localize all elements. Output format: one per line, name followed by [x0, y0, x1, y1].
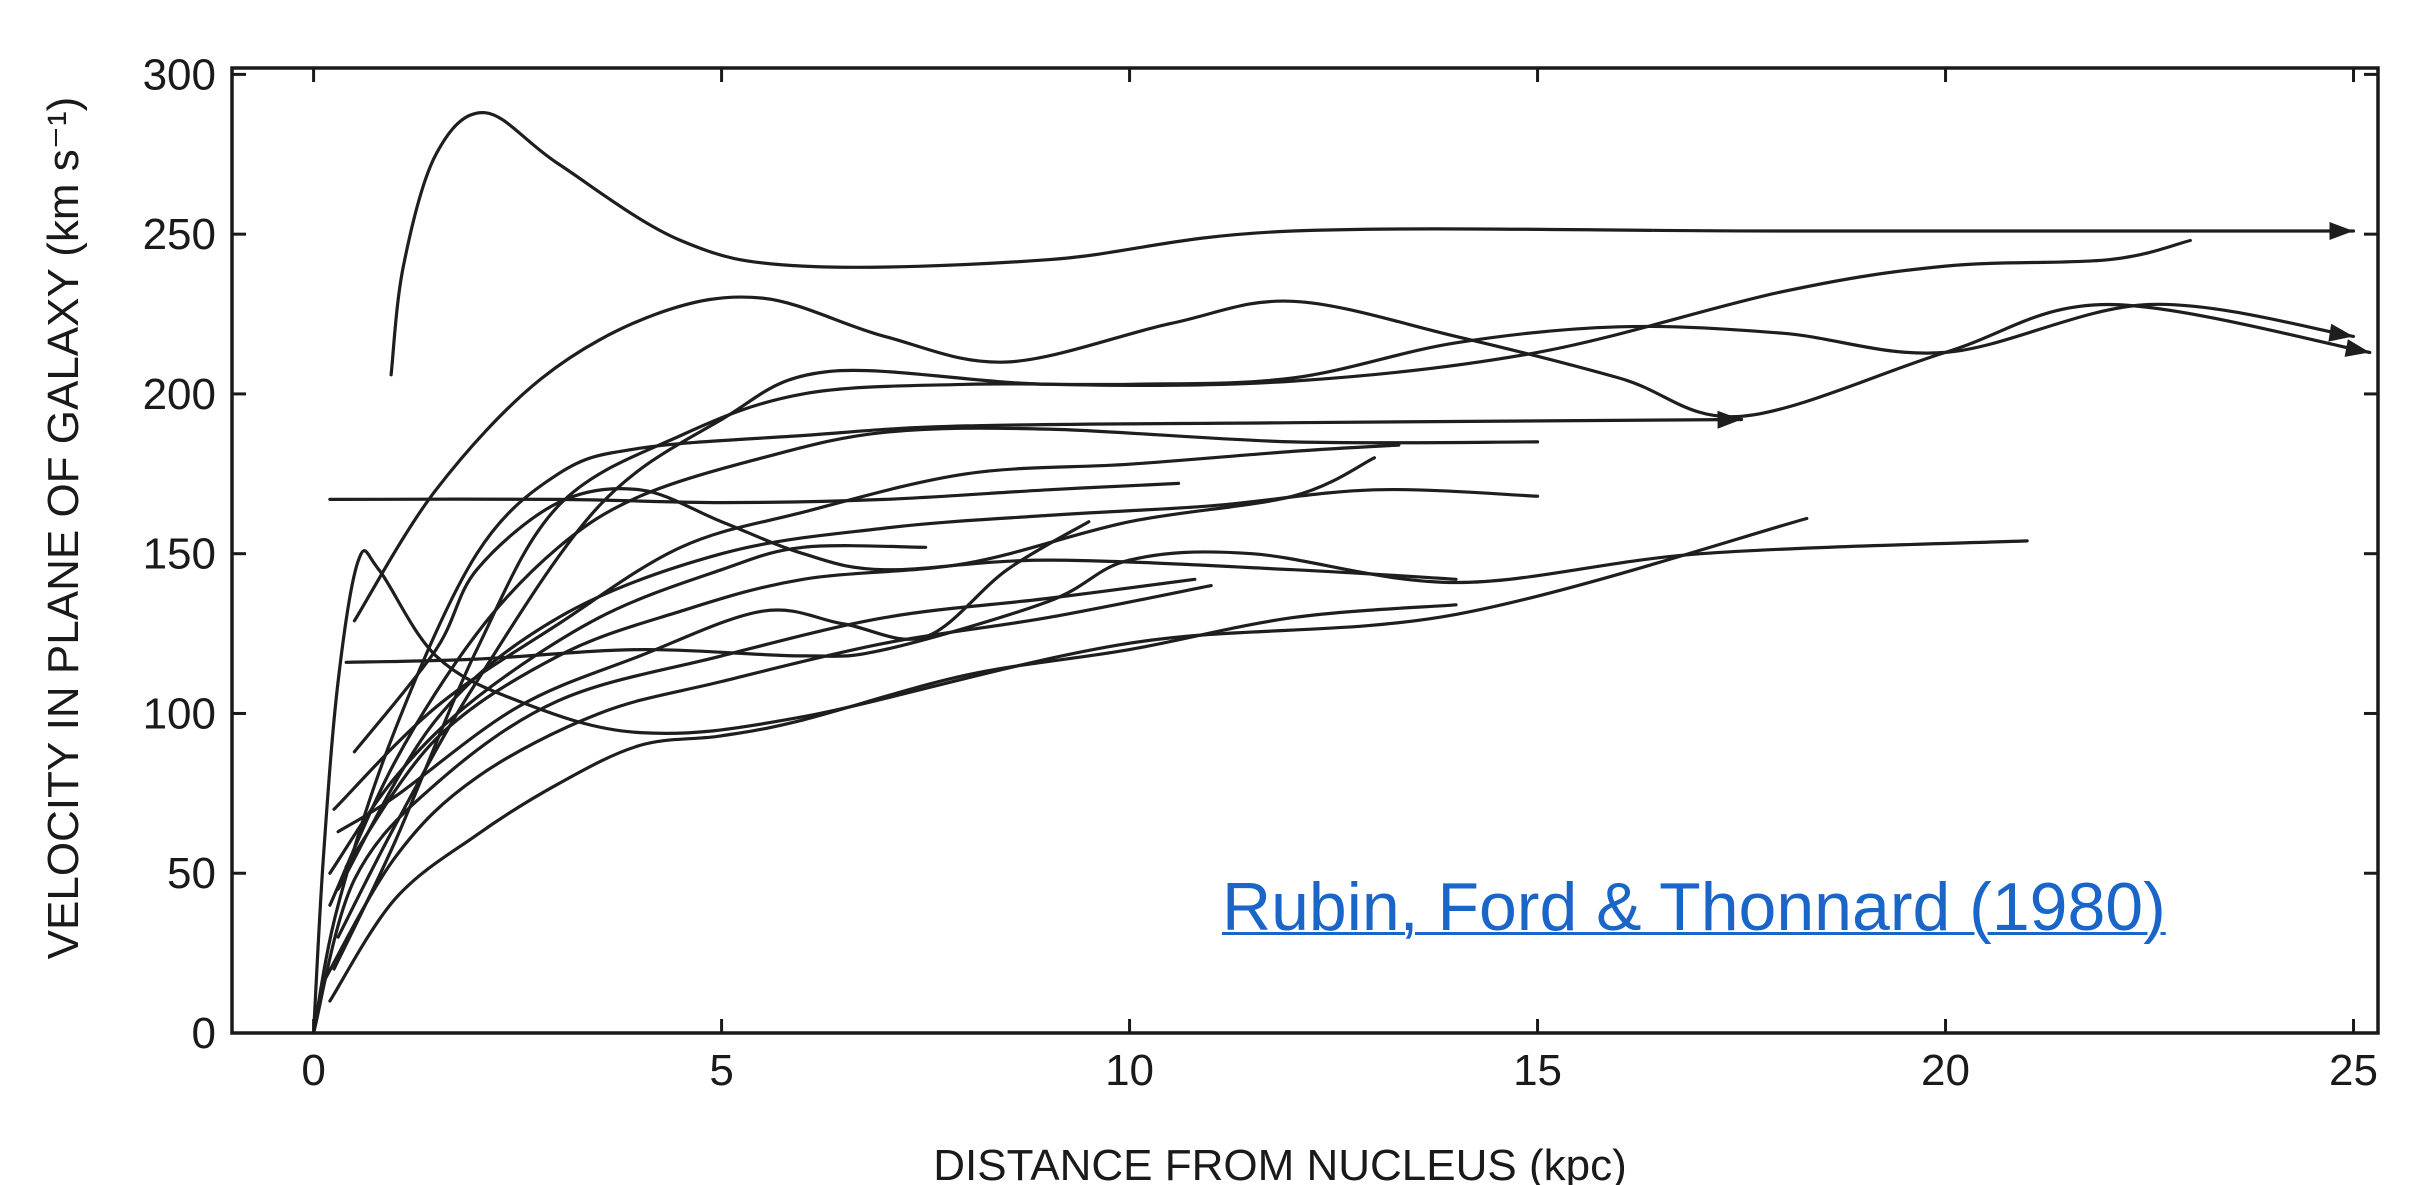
rotation-curve-11: [336, 487, 1540, 891]
x-tick-label: 25: [2329, 1046, 2378, 1095]
rotation-curve-4: [344, 539, 2029, 664]
curve-arrowhead: [2344, 339, 2370, 357]
citation-link[interactable]: Rubin, Ford & Thonnard (1980): [1222, 869, 2166, 945]
x-tick-label: 10: [1105, 1046, 1154, 1095]
rotation-curve-14: [328, 603, 1458, 1003]
y-tick-label: 200: [143, 370, 216, 419]
y-tick-label: 100: [143, 689, 216, 738]
rotation-curve-18: [312, 577, 1197, 1035]
x-tick-label: 20: [1921, 1046, 1970, 1095]
plot-border: [230, 66, 2380, 1035]
y-tick-label: 150: [143, 530, 216, 579]
y-tick-label: 300: [143, 50, 216, 99]
x-tick-label: 5: [709, 1046, 733, 1095]
rotation-curve-9: [312, 417, 1744, 1035]
rotation-curve-8: [328, 426, 1540, 907]
rotation-curve-16: [336, 520, 1091, 834]
x-tick-label: 0: [301, 1046, 325, 1095]
curve-arrowhead: [2329, 222, 2354, 240]
plot-frame: [230, 66, 2380, 1035]
rotation-curve-13: [320, 584, 1213, 987]
x-tick-label: 15: [1513, 1046, 1562, 1095]
x-axis-label: DISTANCE FROM NUCLEUS (kpc): [933, 1141, 1626, 1185]
rotation-curve-10: [344, 456, 1376, 869]
y-axis-ticks: 0 50 100 150 200 250 300: [143, 50, 2378, 1058]
y-tick-label: 0: [192, 1009, 216, 1058]
curve-arrowhead: [1717, 410, 1742, 429]
y-axis-label: VELOCITY IN PLANE OF GALAXY (km s⁻¹): [39, 97, 88, 960]
curve-arrowhead: [2328, 323, 2354, 342]
rotation-curve-17: [332, 443, 1401, 811]
x-axis-ticks: 0 5 10 15 20 25: [301, 68, 2378, 1095]
rotation-curves: [312, 111, 2372, 1035]
y-tick-label: 50: [167, 849, 216, 898]
rotation-curve-1: [389, 111, 2356, 377]
rotation-curve-15: [352, 487, 1458, 754]
rotation-curve-12: [328, 544, 928, 875]
rotation-curve-3: [328, 481, 1181, 505]
rotation-curve-2: [312, 516, 1809, 1035]
y-tick-label: 250: [143, 210, 216, 259]
